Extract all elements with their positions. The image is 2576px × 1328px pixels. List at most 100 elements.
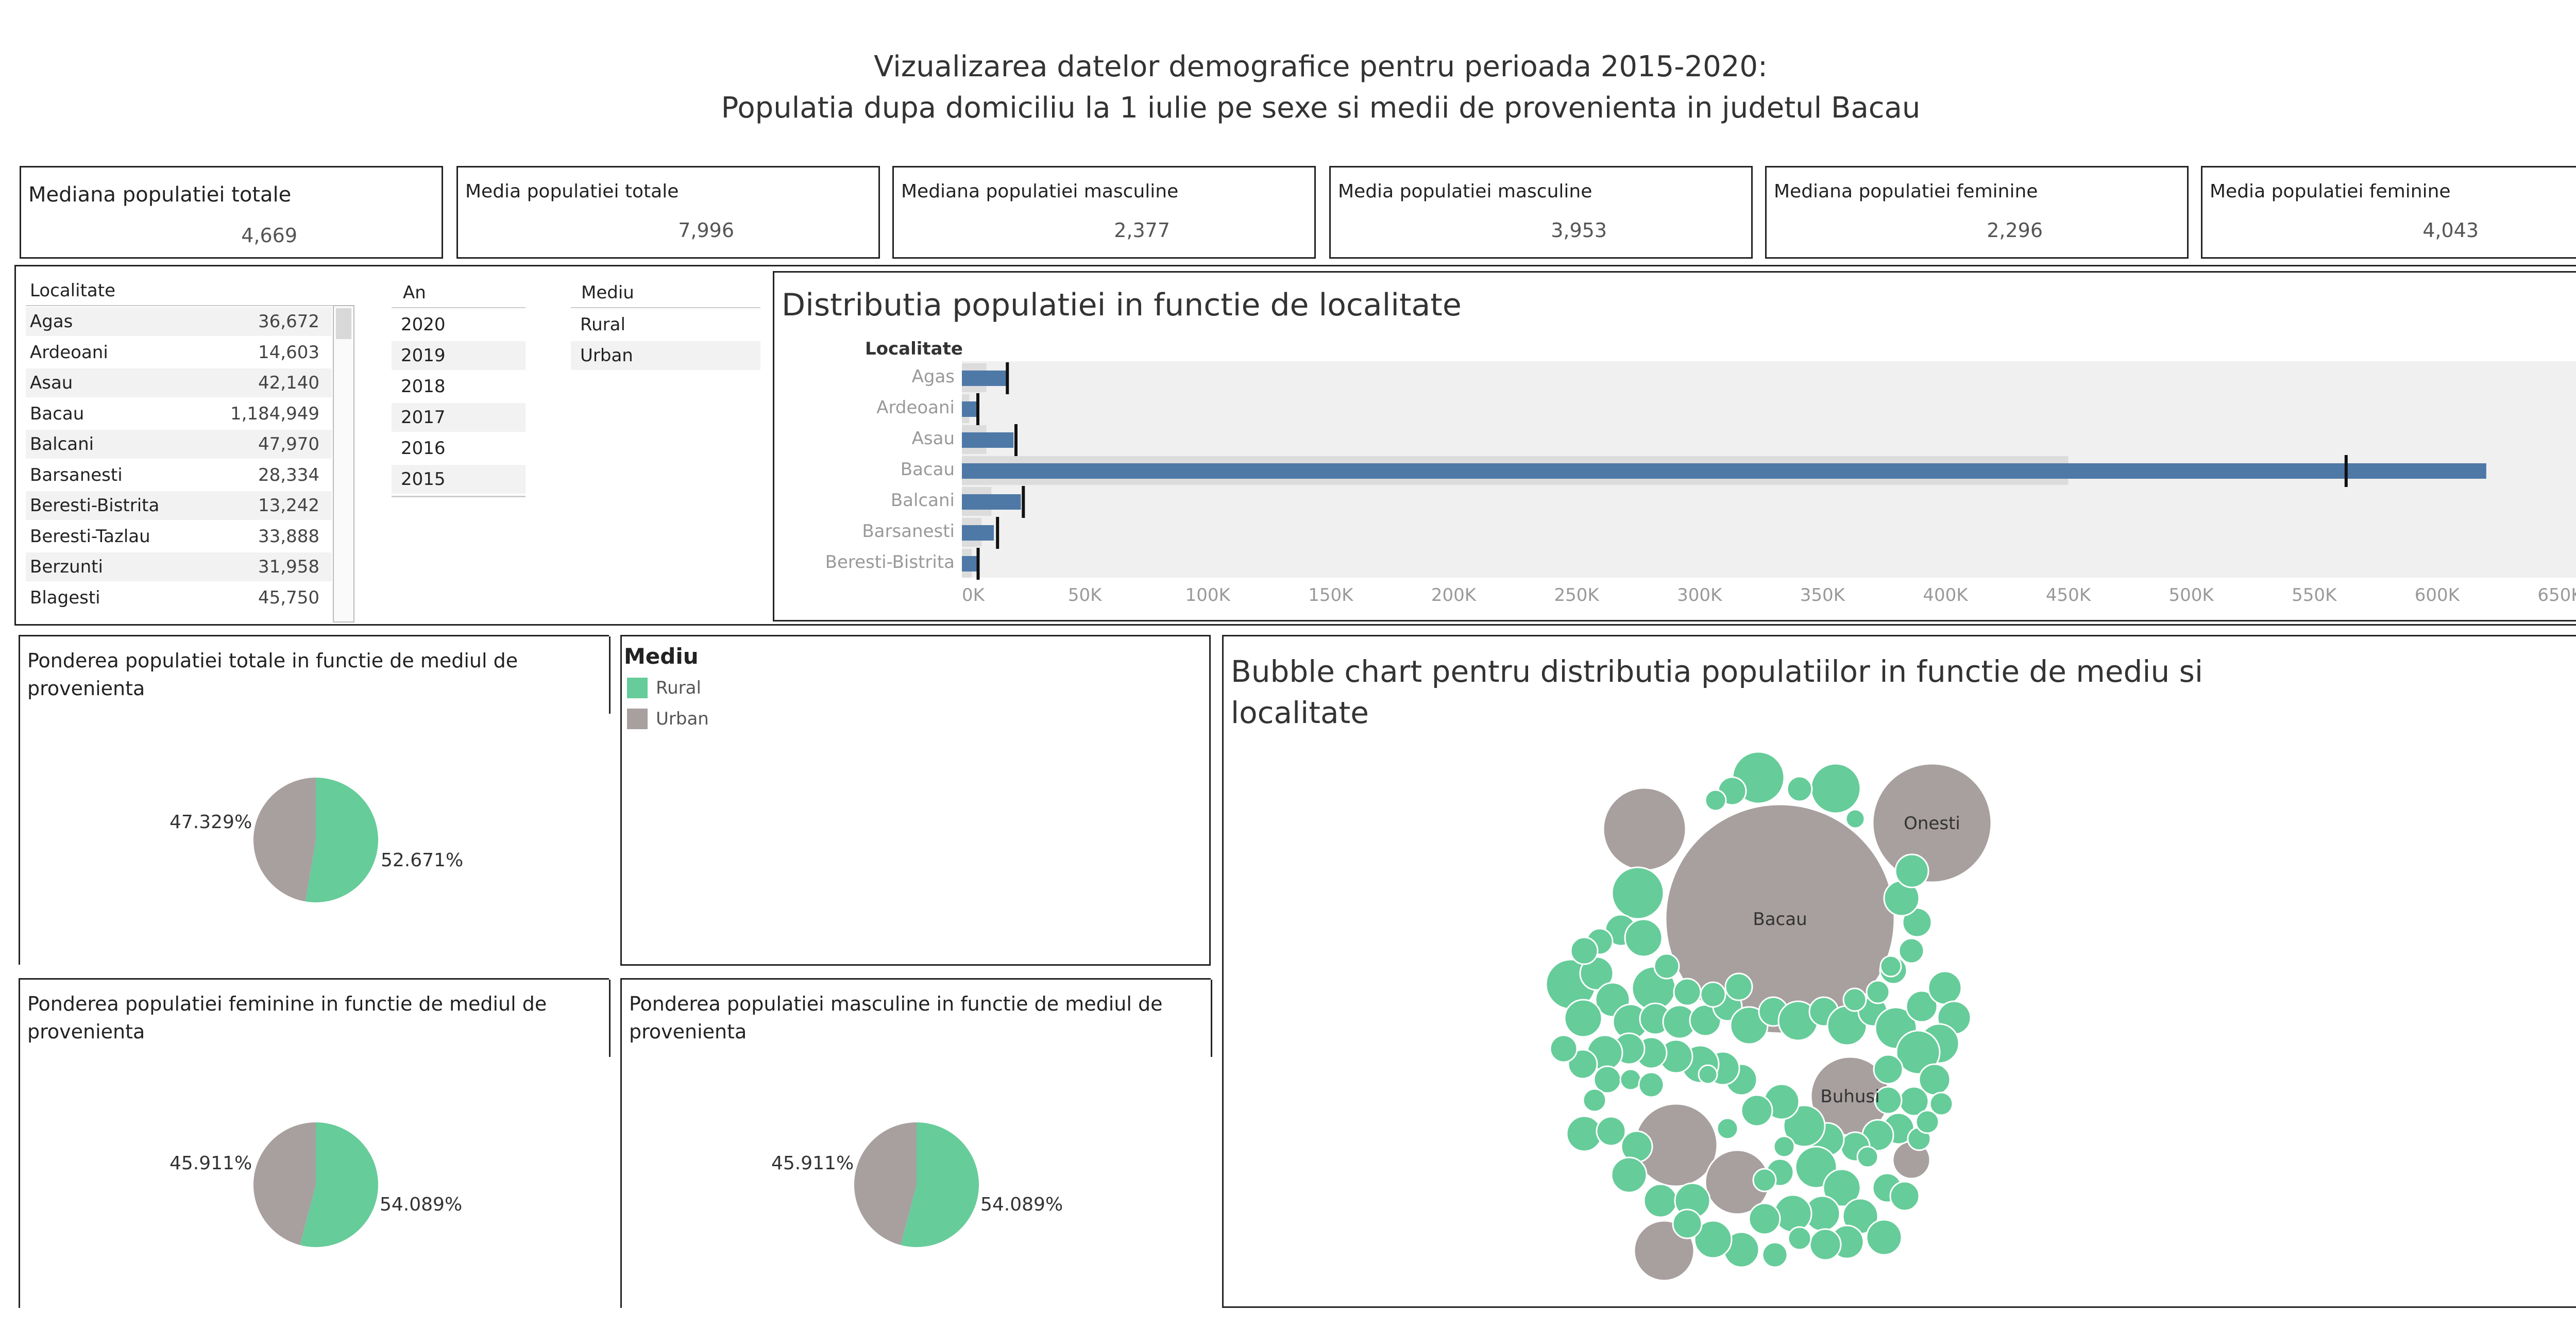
bubble-rural[interactable]: [1842, 987, 1867, 1012]
bubble-rural[interactable]: [1905, 990, 1938, 1023]
localitate-row[interactable]: Agas 36,672: [26, 307, 332, 336]
legend-item-rural: Rural: [656, 678, 701, 698]
pie-slice-rural[interactable]: [305, 778, 378, 902]
bubble-rural[interactable]: [1611, 866, 1665, 920]
bubble-rural[interactable]: [1874, 1086, 1903, 1115]
bubble-rural[interactable]: [1611, 1156, 1648, 1193]
an-row[interactable]: 2016: [392, 434, 526, 463]
bubble-rural[interactable]: [1748, 1202, 1781, 1235]
bubble-rural[interactable]: [1810, 763, 1861, 814]
bar-asau[interactable]: [962, 432, 1014, 448]
bubble-rural[interactable]: [1879, 955, 1902, 978]
bubble-rural[interactable]: [1845, 809, 1866, 829]
bubble-rural[interactable]: [1761, 1241, 1788, 1268]
bubble-rural[interactable]: [1673, 978, 1702, 1006]
an-row[interactable]: 2019: [392, 341, 526, 370]
an-row[interactable]: 2017: [392, 403, 526, 432]
bubble-rural[interactable]: [1700, 981, 1726, 1008]
localitate-row[interactable]: Ardeoani 14,603: [26, 338, 332, 367]
bubble-rural[interactable]: [1740, 1094, 1773, 1127]
mediu-filter[interactable]: Mediu Rural Urban: [571, 282, 761, 385]
pie-total-chart: [253, 778, 378, 902]
bubble-rural[interactable]: [1624, 918, 1663, 957]
an-row[interactable]: 2018: [392, 372, 526, 401]
pie-slice-rural[interactable]: [901, 1122, 979, 1247]
bubble-rural[interactable]: [1866, 980, 1890, 1004]
bubble-rural[interactable]: [1929, 1091, 1954, 1116]
bubble-rural[interactable]: [1866, 1219, 1903, 1256]
bubble-rural[interactable]: [1927, 970, 1962, 1005]
pie-female-chart: [253, 1122, 379, 1247]
localitate-row[interactable]: Beresti-Tazlau 33,888: [26, 522, 332, 551]
bubble-urban[interactable]: [1602, 787, 1687, 871]
bubble-rural[interactable]: [1873, 1054, 1904, 1085]
localitate-row[interactable]: Balcani 47,970: [26, 430, 332, 459]
bubble-rural[interactable]: [1672, 1208, 1703, 1239]
bar-agas[interactable]: [962, 371, 1006, 386]
bubble-rural[interactable]: [1787, 1226, 1812, 1251]
mediu-row[interactable]: Rural: [571, 310, 760, 339]
bar-balcani[interactable]: [962, 494, 1021, 510]
bubble-rural[interactable]: [1915, 1110, 1940, 1134]
localitate-row[interactable]: Beresti-Bistrita 13,242: [26, 491, 332, 520]
bubble-rural[interactable]: [1567, 1049, 1598, 1080]
an-filter[interactable]: An 2020 2019 2018 2017 2016 2015: [392, 282, 526, 499]
bubble-rural[interactable]: [1895, 1030, 1941, 1075]
bubble-rural[interactable]: [1693, 1220, 1733, 1259]
bubble-rural[interactable]: [1653, 953, 1680, 980]
bubble-rural[interactable]: [1716, 1117, 1739, 1140]
bubble-rural[interactable]: [1570, 936, 1599, 965]
bar-ardeoani[interactable]: [962, 401, 977, 417]
localitate-scrollbar-thumb[interactable]: [336, 308, 351, 339]
bubble-onesti[interactable]: [1872, 763, 1992, 883]
localitate-row[interactable]: Barsanesti 28,334: [26, 461, 332, 490]
bubble-rural[interactable]: [1786, 776, 1813, 802]
bubble-rural[interactable]: [1856, 1146, 1879, 1168]
bubble-rural[interactable]: [1596, 1116, 1626, 1147]
bar-x-tick: 600K: [2414, 585, 2460, 606]
an-row[interactable]: 2020: [392, 310, 526, 339]
kpi-label: Media populatiei totale: [465, 181, 679, 202]
bubble-rural[interactable]: [1809, 1228, 1842, 1261]
bubble-rural[interactable]: [1773, 1135, 1795, 1158]
localitate-row[interactable]: Asau 42,140: [26, 368, 332, 397]
bubble-rural[interactable]: [1582, 1088, 1607, 1113]
pie-slice-urban[interactable]: [854, 1122, 917, 1246]
bubble-rural[interactable]: [1619, 1068, 1642, 1091]
bar-reference-line: [996, 517, 999, 549]
legend-panel: Mediu Rural Urban: [620, 635, 1211, 966]
pie-slice-urban[interactable]: [253, 1122, 316, 1246]
bubble-bacau[interactable]: [1665, 803, 1895, 1034]
bar-y-label: Beresti-Bistrita: [825, 552, 955, 573]
localitate-row[interactable]: Bacau 1,184,949: [26, 399, 332, 428]
bubble-rural[interactable]: [1783, 1104, 1826, 1148]
mediu-row[interactable]: Urban: [571, 341, 760, 370]
bubble-rural[interactable]: [1724, 972, 1753, 1001]
localitate-row[interactable]: Berzunti 31,958: [26, 552, 332, 581]
bar-x-tick: 650K: [2537, 585, 2576, 606]
bubble-rural[interactable]: [1549, 1034, 1578, 1063]
kpi-median-male: Mediana populatiei masculine 2,377: [892, 166, 1316, 259]
pie-slice-urban[interactable]: [253, 778, 316, 902]
bubble-rural[interactable]: [1564, 999, 1603, 1038]
bar-beresti-bistrita[interactable]: [962, 556, 978, 571]
an-filter-header: An: [403, 282, 426, 303]
localitate-row[interactable]: Blagesti 45,750: [26, 583, 332, 612]
localitate-scrollbar[interactable]: [333, 305, 354, 623]
bubble-rural[interactable]: [1898, 937, 1925, 964]
bubble-rural[interactable]: [1752, 1168, 1777, 1192]
bubble-rural[interactable]: [1889, 1181, 1920, 1212]
bar-bacau[interactable]: [962, 463, 2486, 479]
pie-slice-rural[interactable]: [300, 1122, 379, 1247]
an-row[interactable]: 2015: [392, 465, 526, 494]
bubble-rural[interactable]: [1704, 789, 1727, 812]
bubble-rural[interactable]: [1643, 1183, 1678, 1218]
bar-barsanesti[interactable]: [962, 525, 994, 541]
bubble-rural[interactable]: [1902, 907, 1933, 938]
localitate-filter[interactable]: Localitate Agas 36,672 Ardeoani 14,603 Asau 4…: [26, 278, 355, 624]
bubble-rural[interactable]: [1698, 1064, 1718, 1085]
bubble-rural[interactable]: [1822, 1168, 1861, 1207]
bar-x-tick: 350K: [1800, 585, 1845, 606]
bubble-rural[interactable]: [1638, 1071, 1665, 1098]
bubble-rural[interactable]: [1894, 853, 1929, 888]
